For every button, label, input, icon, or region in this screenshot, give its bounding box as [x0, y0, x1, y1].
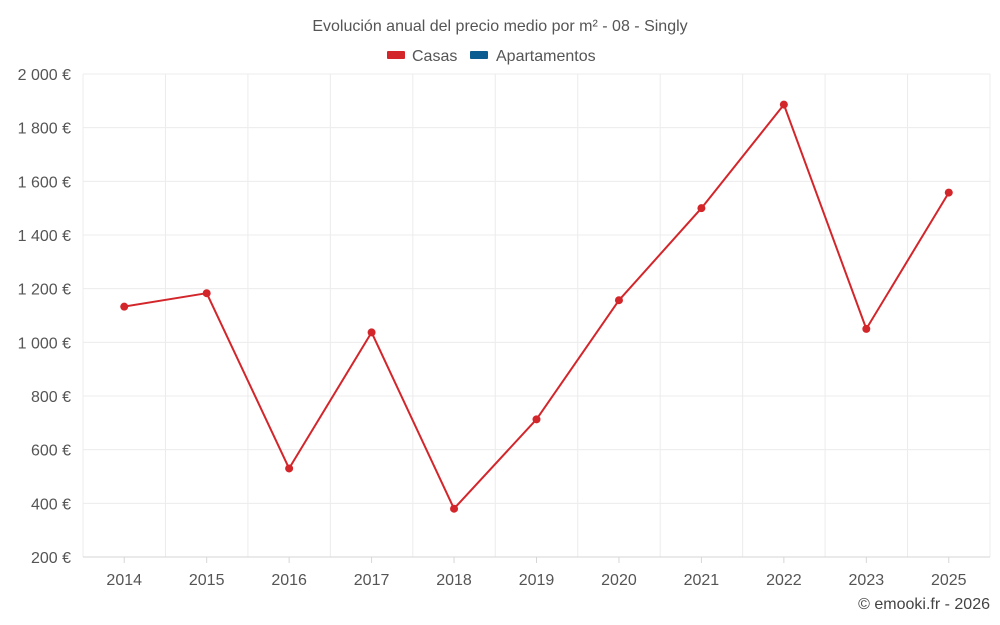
data-point-casas[interactable]	[532, 415, 541, 424]
legend-item-casas[interactable]: Casas	[387, 48, 457, 65]
data-point-casas[interactable]	[120, 302, 129, 311]
grid	[82, 73, 991, 557]
x-tick-label: 2015	[189, 572, 225, 589]
x-tick-label: 2025	[931, 572, 967, 589]
y-tick-label: 800 €	[31, 389, 71, 406]
legend-swatch-casas	[387, 51, 405, 59]
y-axis: 2 000 € 1 800 € 1 600 € 1 400 € 1 200 € 1 000…	[18, 67, 71, 567]
legend-label-casas: Casas	[412, 48, 457, 65]
legend-swatch-apartamentos	[470, 51, 488, 59]
x-tick-label: 2023	[849, 572, 885, 589]
data-point-casas[interactable]	[202, 289, 211, 298]
y-tick-label: 1 200 €	[18, 282, 71, 299]
credit-text: © emooki.fr - 2026	[858, 596, 990, 613]
y-tick-label: 1 600 €	[18, 174, 71, 191]
y-tick-label: 2 000 €	[18, 67, 71, 84]
x-axis: 2014 2015 2016 2017 2018 2019 2020 2021 2022 2023…	[106, 557, 967, 589]
x-tick-label: 2020	[601, 572, 637, 589]
data-point-casas[interactable]	[862, 324, 871, 333]
x-tick-label: 2019	[519, 572, 555, 589]
data-point-casas[interactable]	[944, 188, 953, 197]
legend-item-apartamentos[interactable]: Apartamentos	[470, 48, 596, 65]
legend: Casas Apartamentos	[387, 48, 596, 65]
y-tick-label: 1 400 €	[18, 228, 71, 245]
series-casas	[120, 100, 953, 513]
data-point-casas[interactable]	[450, 504, 459, 513]
y-tick-label: 1 800 €	[18, 121, 71, 138]
data-point-casas[interactable]	[614, 296, 623, 305]
x-tick-label: 2014	[106, 572, 142, 589]
data-point-casas[interactable]	[367, 328, 376, 337]
y-tick-label: 200 €	[31, 550, 71, 567]
x-tick-label: 2017	[354, 572, 390, 589]
x-tick-label: 2021	[684, 572, 720, 589]
y-tick-label: 1 000 €	[18, 335, 71, 352]
data-point-casas[interactable]	[697, 204, 706, 213]
x-tick-label: 2016	[271, 572, 307, 589]
x-tick-label: 2018	[436, 572, 472, 589]
x-tick-label: 2022	[766, 572, 802, 589]
y-tick-label: 400 €	[31, 496, 71, 513]
data-point-casas[interactable]	[285, 464, 294, 473]
chart-title: Evolución anual del precio medio por m² …	[312, 18, 687, 35]
y-tick-label: 600 €	[31, 443, 71, 460]
legend-label-apartamentos: Apartamentos	[496, 48, 596, 65]
data-point-casas[interactable]	[779, 100, 788, 109]
